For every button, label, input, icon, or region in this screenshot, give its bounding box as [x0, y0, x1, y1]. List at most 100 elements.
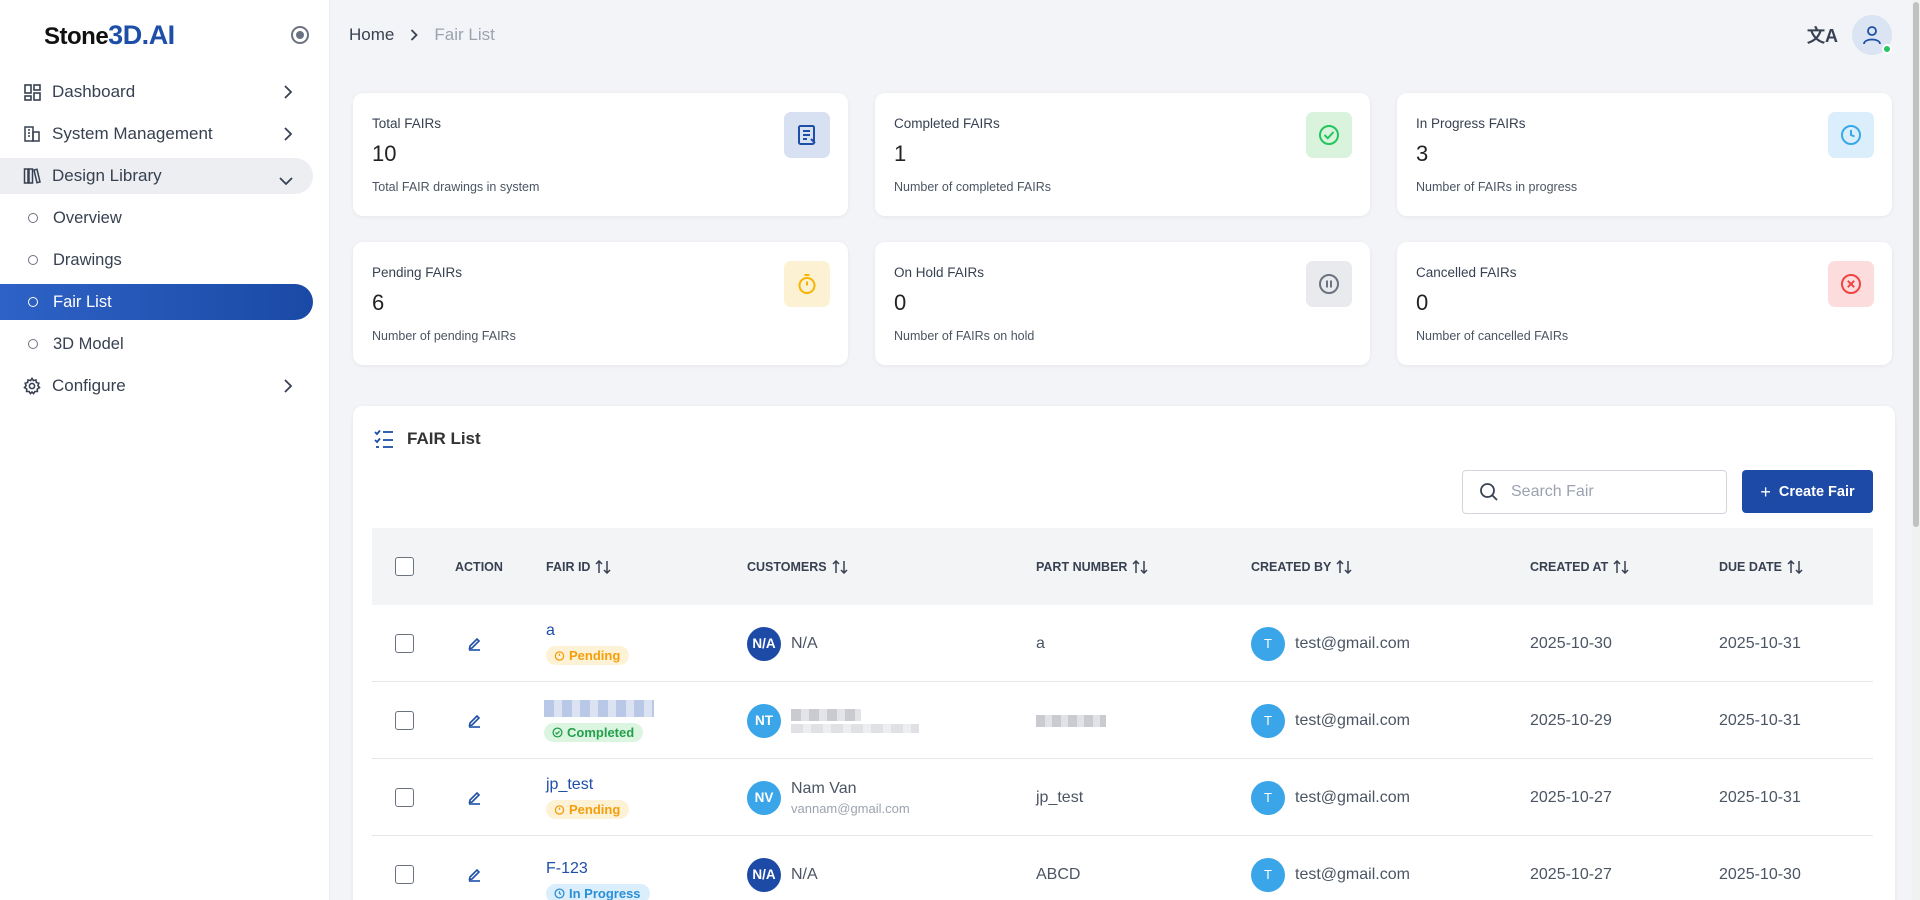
stat-card-in-progress: In Progress FAIRs 3 Number of FAIRs in p… [1397, 93, 1892, 216]
sidebar-item-system-management[interactable]: System Management [0, 116, 313, 152]
select-all-checkbox[interactable] [395, 557, 414, 576]
col-created-at[interactable]: CREATED AT [1530, 559, 1629, 574]
sidebar-item-configure[interactable]: Configure [0, 368, 313, 404]
action-cell [467, 759, 482, 836]
status-label: Pending [569, 802, 621, 817]
fair-id-link[interactable]: a [546, 622, 555, 639]
customer-avatar: N/A [747, 626, 781, 661]
sidebar: Stone3D.AI Dashboard System Management D… [0, 0, 330, 900]
timer-icon [554, 805, 565, 815]
sidebar-item-label: Overview [53, 208, 122, 227]
check-circle-icon [552, 726, 563, 738]
due-date-cell: 2025-10-31 [1719, 634, 1801, 652]
creator-avatar: T [1251, 857, 1285, 892]
stat-value: 10 [372, 141, 397, 166]
edit-icon[interactable] [467, 867, 482, 882]
building-icon [22, 124, 42, 144]
edit-icon[interactable] [467, 790, 482, 805]
stat-value: 3 [1416, 141, 1429, 166]
col-fair-id[interactable]: FAIR ID [546, 559, 611, 574]
row-checkbox[interactable] [395, 634, 414, 653]
edit-icon[interactable] [467, 713, 482, 728]
breadcrumb-home[interactable]: Home [349, 25, 395, 44]
stat-card-total: Total FAIRs 10 Total FAIR drawings in sy… [353, 93, 848, 216]
fair-id-link[interactable]: F-123 [546, 860, 588, 877]
search-input[interactable] [1511, 483, 1711, 501]
stat-subtitle: Number of completed FAIRs [894, 180, 1052, 194]
col-created-by[interactable]: CREATED BY [1251, 559, 1352, 574]
sidebar-item-3d-model[interactable]: 3D Model [0, 326, 313, 362]
dashboard-icon [22, 82, 42, 102]
stat-subtitle: Number of cancelled FAIRs [1416, 329, 1569, 343]
redacted-part-number [1036, 714, 1106, 727]
customer-avatar: NV [747, 780, 781, 815]
row-checkbox[interactable] [395, 865, 414, 884]
fair-id-link[interactable] [544, 699, 654, 717]
sidebar-item-dashboard[interactable]: Dashboard [0, 74, 313, 110]
logo[interactable]: Stone3D.AI [44, 20, 175, 51]
row-checkbox[interactable] [395, 788, 414, 807]
customer-name: N/A [791, 634, 818, 652]
col-part-number[interactable]: PART NUMBER [1036, 559, 1148, 574]
edit-icon[interactable] [467, 636, 482, 651]
top-actions: 文A [1807, 15, 1892, 55]
page-scrollbar[interactable] [1912, 0, 1920, 900]
stat-title: In Progress FAIRs [1416, 116, 1526, 131]
circle-icon [28, 339, 38, 349]
part-number-cell: a [1036, 634, 1045, 652]
document-icon [784, 112, 830, 158]
sidebar-item-overview[interactable]: Overview [0, 200, 313, 236]
circle-icon [28, 213, 38, 223]
scrollbar-thumb[interactable] [1913, 2, 1919, 527]
top-bar: Home Fair List 文A [330, 0, 1920, 70]
sort-icon[interactable] [595, 559, 611, 574]
panel-header: FAIR List [373, 428, 481, 450]
sidebar-item-label: Design Library [52, 166, 162, 185]
status-label: In Progress [569, 886, 641, 900]
fair-id-cell: F-123 In Progress [546, 836, 650, 900]
sidebar-item-label: Fair List [53, 292, 112, 311]
creator-email: test@gmail.com [1295, 711, 1410, 729]
col-label: PART NUMBER [1036, 559, 1128, 574]
row-checkbox[interactable] [395, 711, 414, 730]
timer-icon [554, 651, 565, 661]
fair-id-cell: Completed [544, 682, 654, 759]
customer-name: N/A [791, 865, 818, 883]
sort-icon[interactable] [1336, 559, 1352, 574]
created-at-cell: 2025-10-27 [1530, 865, 1612, 883]
table-row[interactable]: jp_test Pending NV Nam Van vannam@gmail.co… [372, 759, 1873, 836]
customer-cell: NV Nam Van vannam@gmail.com [747, 759, 910, 836]
sidebar-item-fair-list[interactable]: Fair List [0, 284, 313, 320]
redacted-customer-name [791, 708, 861, 721]
stat-title: Pending FAIRs [372, 265, 463, 280]
col-due-date[interactable]: DUE DATE [1719, 559, 1803, 574]
sidebar-toggle-icon[interactable] [291, 26, 309, 44]
logo-text: Stone [44, 22, 109, 50]
chevron-right-icon [410, 29, 419, 41]
sidebar-item-drawings[interactable]: Drawings [0, 242, 313, 278]
action-cell [467, 682, 482, 759]
stat-subtitle: Number of pending FAIRs [372, 329, 516, 343]
creator-avatar: T [1251, 780, 1285, 815]
stat-title: On Hold FAIRs [894, 265, 985, 280]
search-icon [1480, 483, 1498, 501]
col-customers[interactable]: CUSTOMERS [747, 559, 848, 574]
sidebar-item-design-library[interactable]: Design Library [0, 158, 313, 194]
user-icon [1863, 26, 1881, 45]
fair-id-link[interactable]: jp_test [546, 776, 594, 793]
sort-icon[interactable] [1132, 559, 1148, 574]
sort-icon[interactable] [1787, 559, 1803, 574]
status-badge: Pending [546, 800, 630, 819]
translate-icon[interactable]: 文A [1807, 26, 1838, 46]
sort-icon[interactable] [832, 559, 848, 574]
avatar[interactable] [1852, 15, 1892, 55]
stat-subtitle: Total FAIR drawings in system [372, 180, 540, 194]
gear-icon [22, 376, 42, 396]
sort-icon[interactable] [1613, 559, 1629, 574]
due-date-cell: 2025-10-31 [1719, 788, 1801, 806]
create-fair-button[interactable]: + Create Fair [1742, 470, 1873, 513]
search-box [1462, 470, 1727, 514]
